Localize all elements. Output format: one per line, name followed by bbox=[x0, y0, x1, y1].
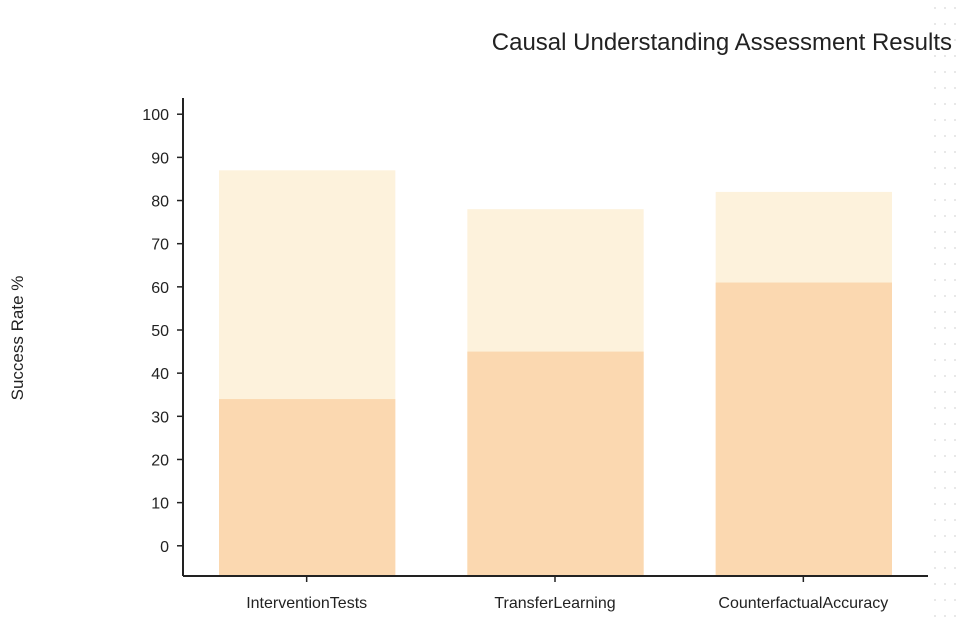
y-tick-label-0: 0 bbox=[160, 539, 169, 556]
y-axis-label: Success Rate % bbox=[8, 276, 27, 401]
bar-InterventionTests-series-1 bbox=[219, 399, 396, 576]
x-tick-label-CounterfactualAccuracy: CounterfactualAccuracy bbox=[718, 595, 888, 612]
y-tick-label-80: 80 bbox=[151, 194, 169, 211]
y-tick-label-20: 20 bbox=[151, 452, 169, 469]
y-tick-label-10: 10 bbox=[151, 496, 169, 513]
bar-CounterfactualAccuracy-series-1 bbox=[715, 282, 892, 576]
chart-title: Causal Understanding Assessment Results bbox=[492, 29, 952, 56]
y-tick-label-100: 100 bbox=[142, 107, 169, 124]
edge-texture bbox=[930, 0, 960, 624]
x-tick-label-TransferLearning: TransferLearning bbox=[494, 595, 615, 612]
bar-TransferLearning-series-1 bbox=[467, 351, 644, 576]
y-tick-label-90: 90 bbox=[151, 150, 169, 167]
y-tick-label-60: 60 bbox=[151, 280, 169, 297]
y-tick-label-40: 40 bbox=[151, 366, 169, 383]
y-tick-label-30: 30 bbox=[151, 409, 169, 426]
x-tick-label-InterventionTests: InterventionTests bbox=[246, 595, 367, 612]
bars-group bbox=[219, 170, 892, 577]
y-tick-label-50: 50 bbox=[151, 323, 169, 340]
y-tick-label-70: 70 bbox=[151, 237, 169, 254]
axes-group: 0 10 20 30 40 50 60 70 80 90 100 InterventionTests T… bbox=[142, 98, 928, 612]
